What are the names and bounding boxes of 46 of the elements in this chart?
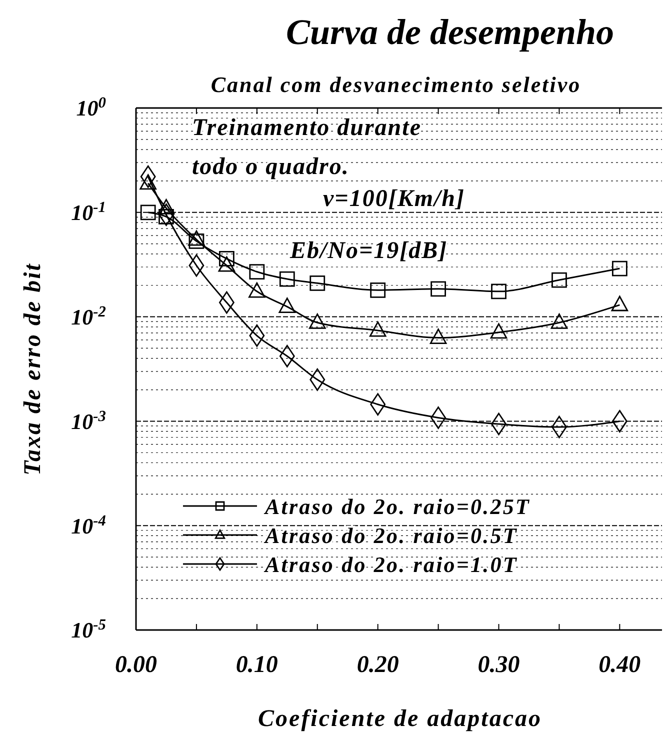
y-tick-label: 10$^{0}$ xyxy=(76,94,106,121)
annotation: Eb/No=19[dB] xyxy=(289,238,448,264)
point xyxy=(310,275,326,291)
x-tick-label: 0.10 xyxy=(236,652,278,678)
y-tick-label: 10$^{-1}$ xyxy=(71,198,106,226)
y-tick-label: 10$^{-4}$ xyxy=(71,512,106,538)
x-tick-label: 0.20 xyxy=(356,652,399,678)
x-tick-label: 0.40 xyxy=(598,652,641,678)
point xyxy=(370,282,386,298)
point xyxy=(490,323,508,339)
point xyxy=(218,251,234,266)
point xyxy=(140,204,156,220)
point xyxy=(188,233,204,249)
x-tick-label: 0.00 xyxy=(115,652,157,678)
point xyxy=(278,298,296,313)
y-axis-title: Taxa de erro de bit xyxy=(20,262,46,476)
legend-label: Atraso do 2o. raio=0.25T xyxy=(263,494,530,519)
chart-subtitle: Canal com desvanecimento seletivo xyxy=(210,72,582,97)
x-tick-label: 0.30 xyxy=(478,652,520,678)
y-tick-label: 10$^{-3}$ xyxy=(71,407,106,434)
annotation: todo o quadro. xyxy=(192,154,350,180)
point xyxy=(249,264,265,280)
x-axis-title: Coeficiente de adaptacao xyxy=(258,706,542,732)
point xyxy=(279,271,295,287)
y-tick-label: 10$^{-5}$ xyxy=(71,616,106,643)
point xyxy=(612,260,628,276)
point xyxy=(611,296,628,312)
point xyxy=(369,321,386,337)
point xyxy=(140,174,156,190)
point xyxy=(552,272,567,288)
point xyxy=(308,313,326,329)
legend-label: Atraso do 2o. raio=0.5T xyxy=(263,523,518,548)
point xyxy=(218,256,236,272)
point xyxy=(430,328,447,344)
legend-label: Atraso do 2o. raio=1.0T xyxy=(263,552,518,577)
point xyxy=(188,230,205,246)
point xyxy=(550,313,568,329)
y-tick-label: 10$^{-2}$ xyxy=(71,303,106,330)
point xyxy=(612,410,628,432)
annotation: ν=100[Km/h] xyxy=(323,186,466,212)
point xyxy=(248,282,266,298)
annotation: Treinamento durante xyxy=(192,115,422,141)
point xyxy=(491,284,506,300)
point xyxy=(430,281,446,297)
chart-title: Curva de desempenho xyxy=(286,12,614,52)
point xyxy=(158,198,175,214)
